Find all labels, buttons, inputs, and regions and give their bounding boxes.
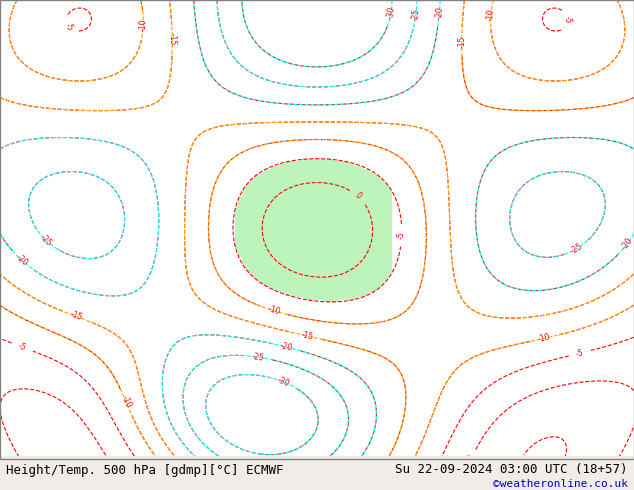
Text: -20: -20: [15, 253, 30, 268]
FancyBboxPatch shape: [0, 0, 634, 459]
Text: ©weatheronline.co.uk: ©weatheronline.co.uk: [493, 479, 628, 489]
Text: 5: 5: [514, 460, 524, 467]
Text: -5: -5: [63, 21, 74, 33]
Text: -15: -15: [457, 35, 467, 48]
Text: -5: -5: [397, 231, 406, 240]
Text: -25: -25: [251, 352, 265, 363]
Text: Su 22-09-2024 03:00 UTC (18+57): Su 22-09-2024 03:00 UTC (18+57): [395, 463, 628, 476]
Bar: [0, 456, 634, 488]
Text: -10: -10: [120, 395, 133, 410]
Text: -30: -30: [276, 375, 291, 389]
Text: Height/Temp. 500 hPa [gdmp][°C] ECMWF: Height/Temp. 500 hPa [gdmp][°C] ECMWF: [6, 465, 284, 477]
Text: -10: -10: [537, 333, 551, 344]
Text: -15: -15: [167, 33, 177, 46]
Text: -15: -15: [300, 330, 314, 342]
Text: 0: 0: [115, 474, 126, 483]
Text: -5: -5: [575, 348, 585, 359]
Text: 0: 0: [353, 191, 363, 201]
Text: -20: -20: [620, 236, 634, 251]
Text: -25: -25: [39, 233, 53, 248]
Text: -5: -5: [563, 16, 573, 24]
Text: -25: -25: [410, 8, 421, 22]
Text: -30: -30: [385, 5, 396, 19]
Text: 0: 0: [595, 481, 605, 490]
Text: -10: -10: [486, 8, 496, 21]
Text: 0: 0: [467, 454, 477, 462]
Text: -10: -10: [267, 305, 281, 317]
Text: -5: -5: [17, 342, 27, 353]
Text: -20: -20: [434, 6, 444, 19]
Text: -25: -25: [569, 242, 585, 256]
Text: -20: -20: [280, 342, 294, 353]
Text: -10: -10: [139, 18, 148, 31]
Text: -15: -15: [68, 310, 83, 323]
